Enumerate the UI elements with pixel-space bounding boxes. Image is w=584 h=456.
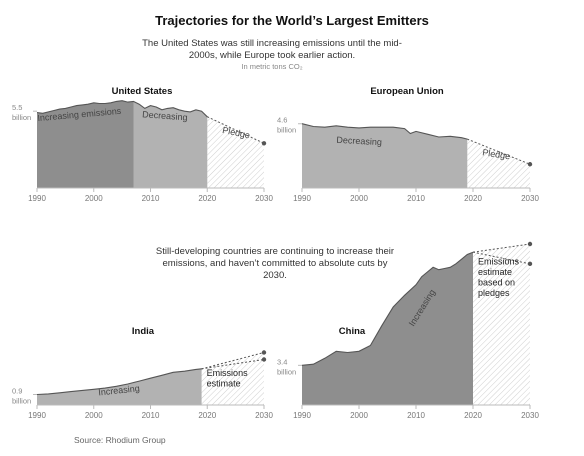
x-tick-label: 2000	[350, 194, 368, 203]
segment-label: Decreasing	[142, 109, 188, 122]
projection-label: Pledge	[482, 147, 511, 161]
x-tick-label: 2010	[142, 194, 160, 203]
panel-title: European Union	[370, 86, 444, 97]
x-tick-label: 1990	[28, 411, 46, 420]
area-segment-1	[37, 368, 202, 405]
projection-hatch	[473, 244, 530, 405]
projection-line-2	[472, 251, 531, 265]
projection-endpoint-2	[527, 261, 533, 267]
area-segment-2	[133, 101, 208, 188]
series-line	[36, 100, 208, 118]
projection-label: Emissions estimate	[207, 368, 249, 389]
y-label-value: 5.5	[12, 103, 22, 112]
projection-line-1	[207, 116, 265, 144]
x-tick-label: 2030	[521, 194, 539, 203]
source-note: Source: Rhodium Group	[74, 435, 166, 445]
chart-title: Trajectories for the World’s Largest Emi…	[155, 13, 429, 28]
series-line	[36, 368, 202, 396]
x-tick-label: 2030	[255, 411, 273, 420]
projection-label: Emissions estimate based on pledges	[478, 256, 520, 298]
x-tick-label: 2010	[407, 411, 425, 420]
area-segment-1	[302, 252, 473, 405]
projection-line-1	[467, 138, 531, 165]
projection-hatch	[207, 116, 264, 188]
projection-endpoint-2	[261, 357, 267, 362]
y-label-value: 3.4	[277, 357, 287, 366]
projection-line-1	[201, 352, 265, 370]
x-tick-label: 2020	[464, 411, 482, 420]
y-label-value: 0.9	[12, 387, 22, 396]
projection-hatch	[201, 352, 264, 405]
panel-title: China	[339, 326, 366, 337]
segment-label: Increasing	[98, 383, 140, 397]
x-tick-label: 2020	[198, 411, 216, 420]
developing-countries-callout: Still-developing countries are continuin…	[155, 246, 395, 281]
x-tick-label: 2000	[350, 411, 368, 420]
x-tick-label: 2020	[198, 194, 216, 203]
segment-label: Decreasing	[336, 135, 382, 147]
area-segment-1	[37, 100, 134, 188]
y-label-unit: billion	[12, 113, 31, 122]
projection-line-1	[472, 243, 531, 253]
projection-hatch	[467, 139, 530, 188]
y-label-unit: billion	[277, 367, 296, 376]
x-tick-label: 2000	[85, 411, 103, 420]
chart-subtitle: The United States was still increasing e…	[142, 38, 402, 61]
x-tick-label: 2030	[255, 194, 273, 203]
x-tick-label: 1990	[28, 194, 46, 203]
projection-endpoint-1	[527, 241, 533, 247]
units-note: In metric tons CO₂	[241, 62, 303, 71]
x-tick-label: 2010	[407, 194, 425, 203]
series-line	[301, 251, 474, 366]
projection-endpoint-1	[261, 350, 267, 355]
y-label-unit: billion	[277, 126, 296, 135]
area-segment-1	[302, 123, 468, 188]
x-tick-label: 2000	[85, 194, 103, 203]
x-tick-label: 1990	[293, 411, 311, 420]
series-line	[301, 123, 468, 140]
x-tick-label: 2010	[142, 411, 160, 420]
x-tick-label: 1990	[293, 194, 311, 203]
y-label-unit: billion	[12, 397, 31, 406]
panel-title: India	[132, 326, 155, 337]
x-tick-label: 2030	[521, 411, 539, 420]
x-tick-label: 2020	[464, 194, 482, 203]
y-label-value: 4.6	[277, 116, 287, 125]
projection-endpoint-1	[527, 162, 533, 167]
projection-line-2	[201, 359, 265, 370]
panel-title: United States	[112, 86, 173, 97]
projection-endpoint-1	[261, 141, 267, 146]
